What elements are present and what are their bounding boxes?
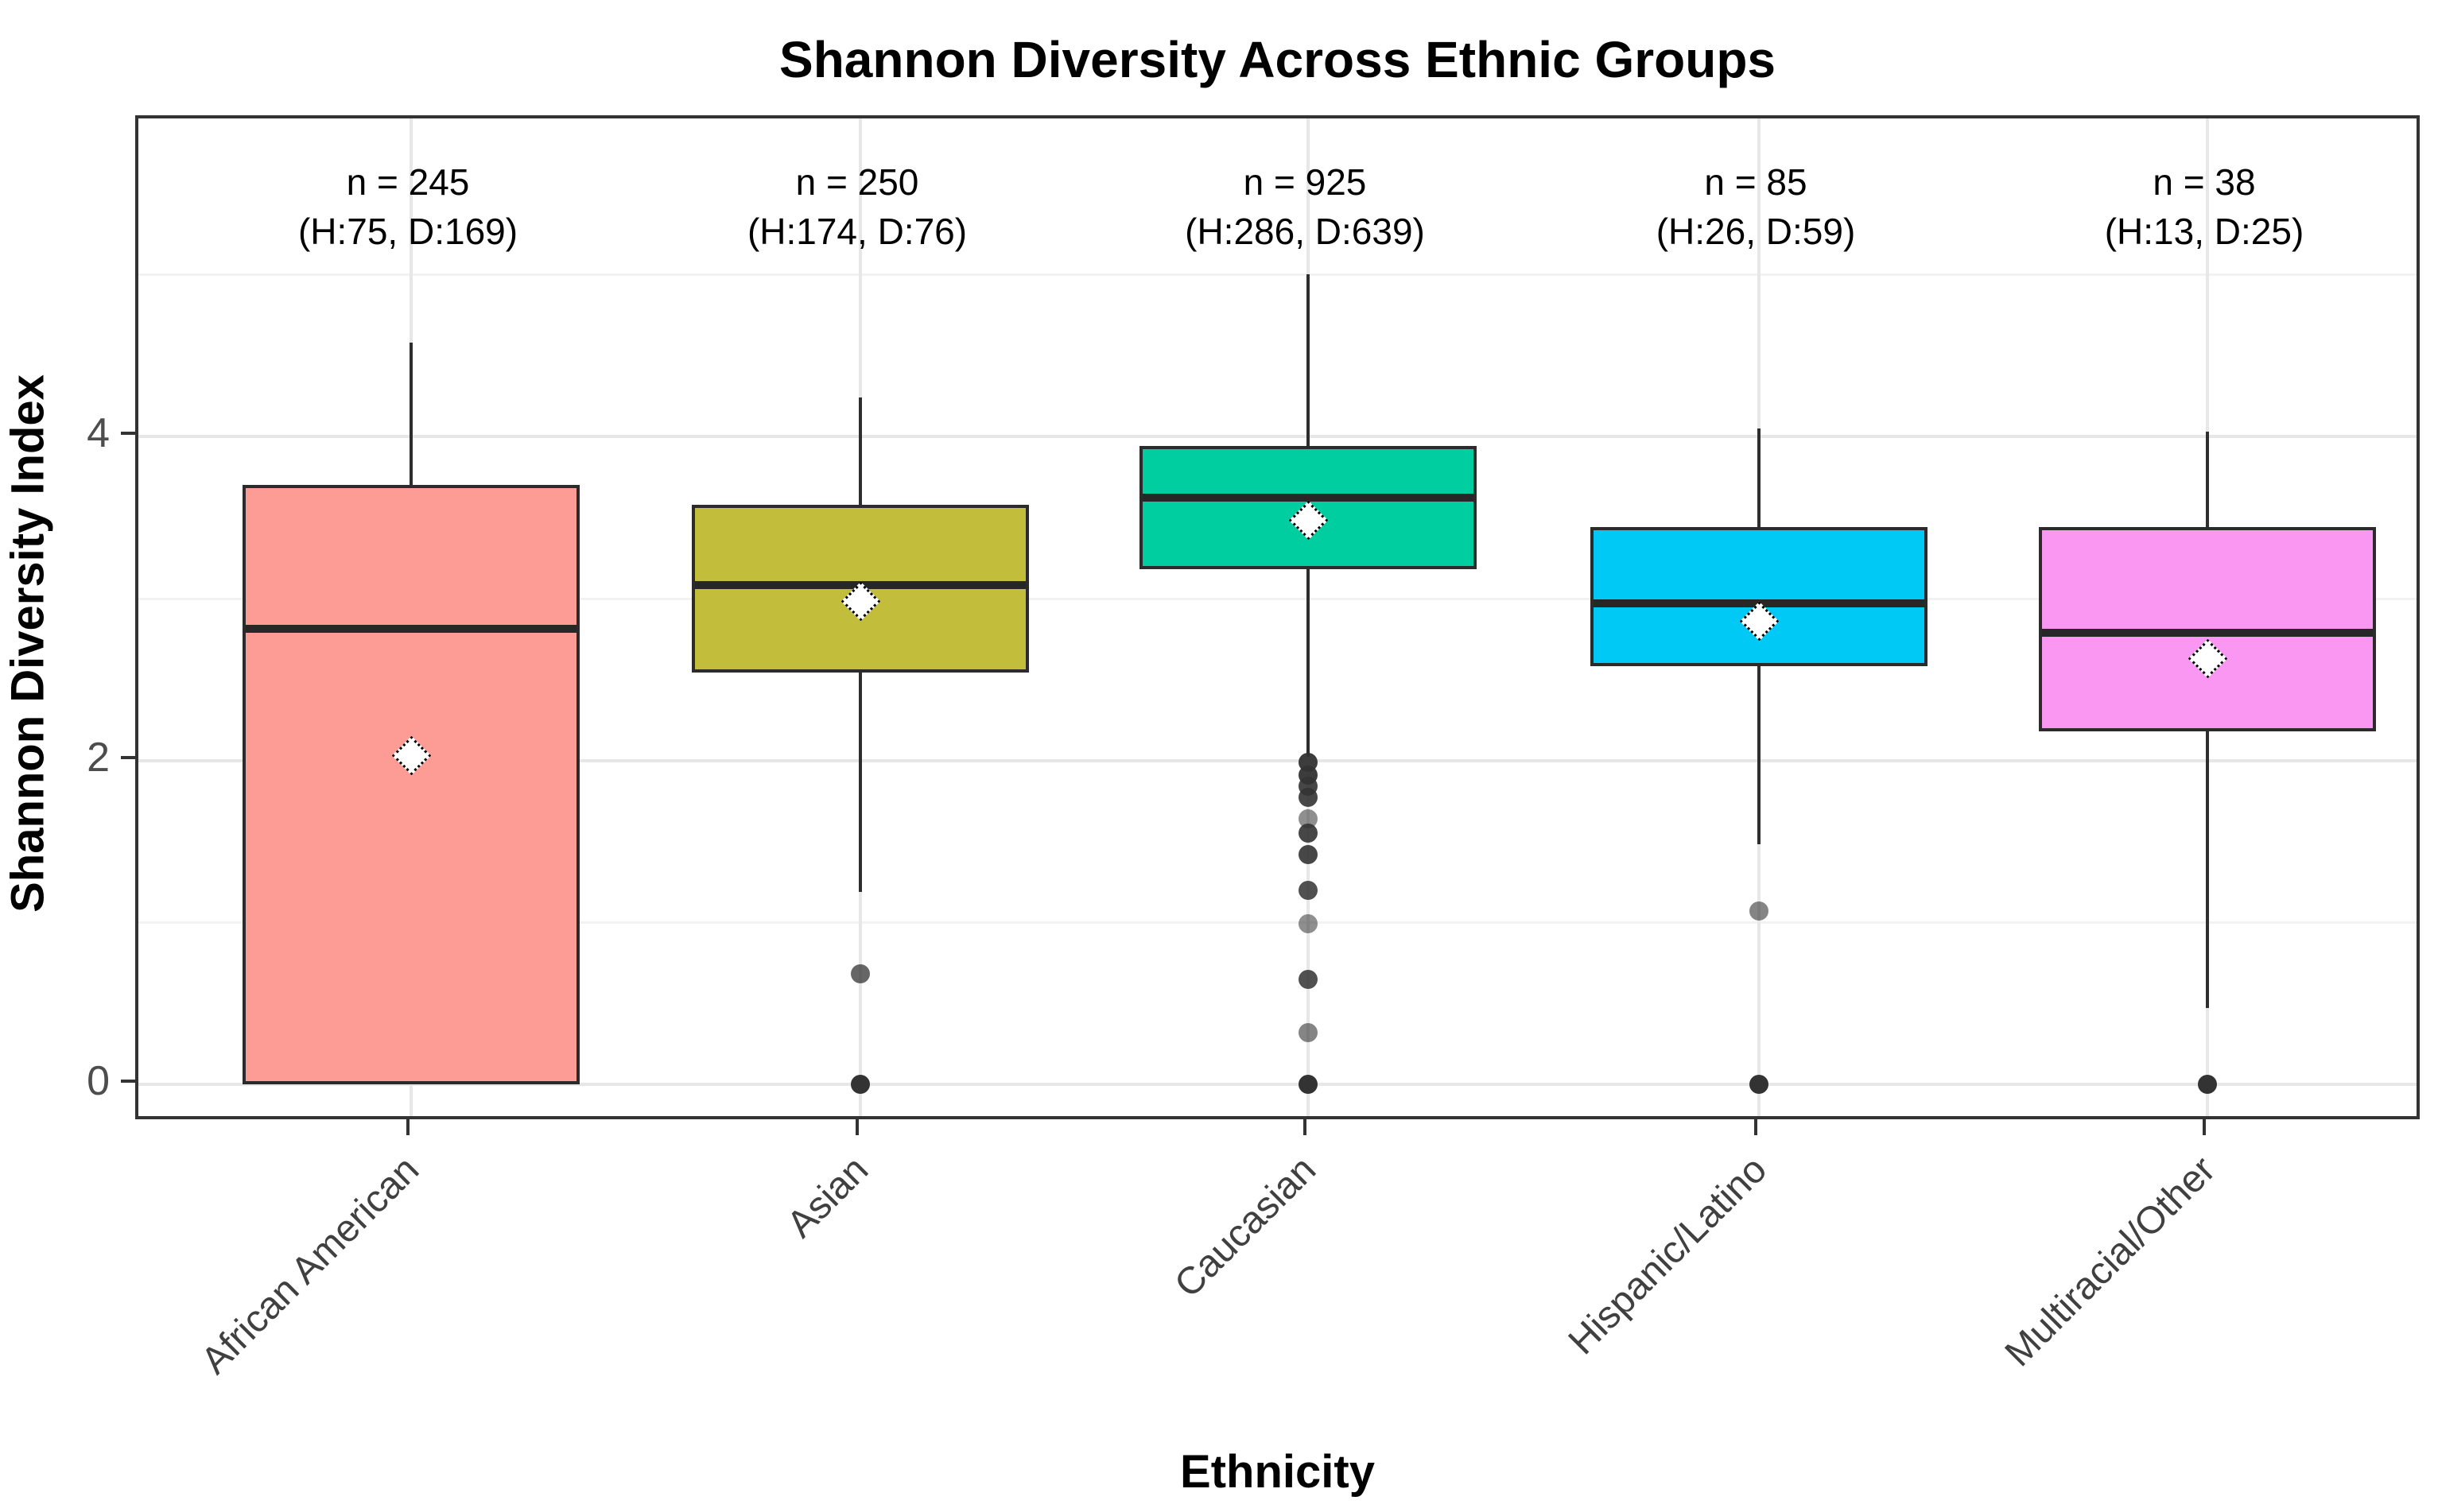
hd-label: (H:26, D:59) [1656,211,1856,252]
x-tick-4 [2203,1119,2206,1135]
y-tick-label-0: 0 [87,1058,110,1104]
count-annotation-1: n = 250 (H:174, D:76) [747,157,967,256]
x-tick-label-0: African American [193,1148,428,1382]
outlier-point-2-3 [1299,788,1318,808]
outlier-point-2-11 [1299,1075,1318,1094]
x-tick-2 [1303,1119,1306,1135]
gridline-major-y4 [138,435,2417,438]
x-tick-0 [406,1119,410,1135]
y-tick-label-2: 2 [87,734,110,781]
y-tick-0 [121,1080,135,1083]
outlier-point-3-0 [1749,901,1768,921]
outlier-point-3-1 [1749,1075,1768,1094]
count-annotation-2: n = 925 (H:286, D:639) [1185,157,1425,256]
plot-panel [135,115,2420,1119]
n-label: n = 245 [346,161,470,203]
x-tick-3 [1754,1119,1757,1135]
x-tick-label-1: Asian [778,1148,877,1246]
x-tick-label-2: Caucasian [1167,1148,1325,1306]
outlier-point-2-5 [1299,824,1318,843]
gridline-minor-y3 [138,597,2417,600]
gridline-major-y0 [138,1083,2417,1086]
hd-label: (H:286, D:639) [1185,211,1425,252]
outlier-point-2-6 [1299,844,1318,864]
boxplot-box-3 [1590,527,1927,667]
hd-label: (H:13, D:25) [2104,211,2304,252]
outlier-point-4-0 [2198,1075,2217,1094]
n-label: n = 250 [795,161,919,203]
y-tick-label-4: 4 [87,410,110,456]
x-axis-title: Ethnicity [1180,1446,1375,1498]
chart-title: Shannon Diversity Across Ethnic Groups [779,31,1776,88]
hd-label: (H:174, D:76) [747,211,968,252]
x-tick-label-4: Multiracial/Other [1997,1148,2224,1375]
count-annotation-3: n = 85 (H:26, D:59) [1656,157,1856,256]
outlier-point-2-9 [1299,969,1318,989]
gridline-minor-y1 [138,921,2417,925]
y-tick-2 [121,755,135,759]
median-line-4 [2042,628,2373,637]
hd-label: (H:75, D:169) [297,211,518,252]
count-annotation-0: n = 245 (H:75, D:169) [298,157,518,256]
n-label: n = 925 [1243,161,1367,203]
outlier-point-2-10 [1299,1022,1318,1042]
boxplot-box-0 [243,485,580,1084]
outlier-point-1-1 [851,1075,870,1094]
median-line-0 [246,625,577,634]
n-label: n = 38 [2153,161,2256,203]
outlier-point-1-0 [851,964,870,984]
x-tick-label-3: Hispanic/Latino [1560,1148,1776,1363]
n-label: n = 85 [1704,161,1807,203]
gridline-major-y2 [138,758,2417,762]
outlier-point-2-8 [1299,914,1318,934]
count-annotation-4: n = 38 (H:13, D:25) [2105,157,2304,256]
median-line-2 [1143,494,1473,502]
y-tick-4 [121,432,135,435]
outlier-point-2-7 [1299,880,1318,900]
gridline-minor-y5 [138,273,2417,277]
x-tick-1 [856,1119,859,1135]
